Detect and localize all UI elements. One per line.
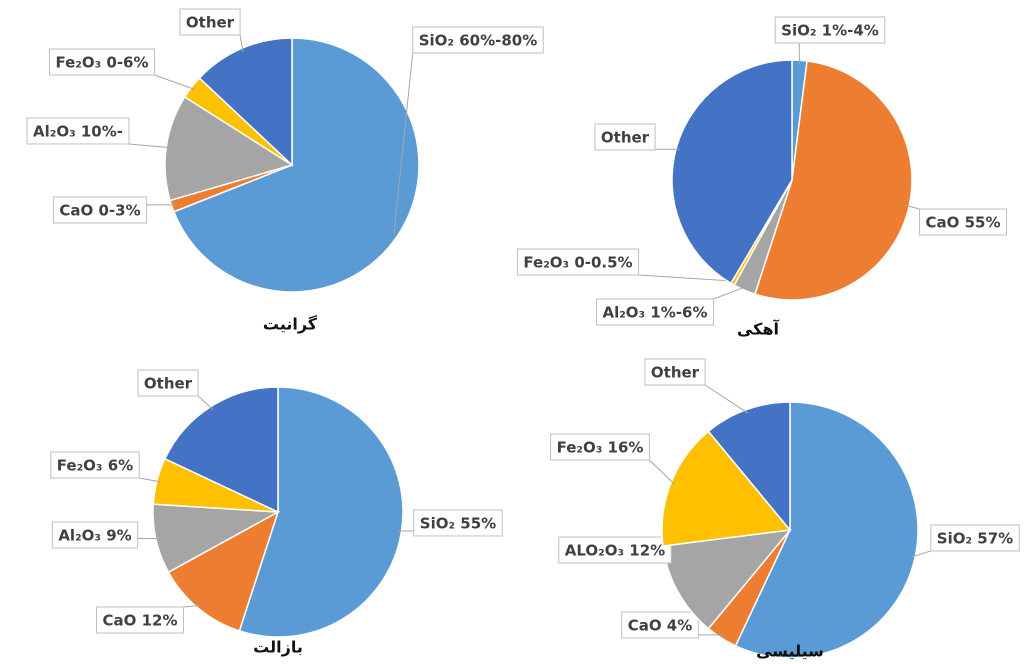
data-label: CaO 12% xyxy=(102,612,177,630)
label-box xyxy=(179,8,241,36)
leader-line xyxy=(649,459,675,485)
leader-line xyxy=(139,477,161,483)
label-box xyxy=(26,117,130,145)
data-label: CaO 0-3% xyxy=(59,202,140,220)
data-label: Fe₂O₃ 0-6% xyxy=(55,54,148,72)
label-box xyxy=(594,123,656,151)
label-box xyxy=(550,433,650,461)
pie-slice xyxy=(172,37,420,293)
data-label: Other xyxy=(186,14,235,32)
chart-title: بازالت xyxy=(253,638,303,657)
label-box xyxy=(48,48,156,76)
pie-slice xyxy=(167,510,280,632)
label-box xyxy=(558,536,672,564)
label-box xyxy=(52,196,148,224)
pie-slice xyxy=(198,37,293,167)
leader-line xyxy=(239,34,244,53)
leader-line xyxy=(905,204,920,210)
data-label: SiO₂ 57% xyxy=(937,530,1013,548)
leader-line xyxy=(704,384,749,414)
pie-slice xyxy=(707,401,791,533)
pie-slice xyxy=(734,401,919,659)
leader-line xyxy=(128,143,171,149)
chart-title: سیلیسی xyxy=(756,642,824,661)
label-box xyxy=(621,611,699,639)
label-box xyxy=(930,524,1020,552)
label-box xyxy=(412,26,544,54)
data-label: Fe₂O₃ 16% xyxy=(557,439,644,457)
data-label: Other xyxy=(601,129,650,147)
data-label: Fe₂O₃ 0-0.5% xyxy=(523,254,632,272)
pie-slice xyxy=(661,430,792,547)
chart-title: گرانیت xyxy=(263,315,318,334)
label-box xyxy=(50,451,140,479)
data-label: Fe₂O₃ 6% xyxy=(57,457,133,475)
leader-line xyxy=(197,395,214,410)
pie-slice xyxy=(163,386,279,514)
leader-line xyxy=(713,286,746,300)
leader-line xyxy=(393,52,414,235)
label-box xyxy=(595,298,715,326)
data-label: SiO₂ 1%-4% xyxy=(781,22,879,40)
leader-line xyxy=(638,274,735,282)
data-label: SiO₂ 55% xyxy=(420,515,496,533)
pie-slice xyxy=(671,59,793,285)
label-box xyxy=(516,248,640,276)
label-box xyxy=(918,208,1008,236)
label-box xyxy=(95,606,185,634)
label-box xyxy=(413,509,503,537)
data-label: Other xyxy=(144,375,193,393)
data-label: Al₂O₃ 1%-6% xyxy=(602,304,707,322)
data-label: ALO₂O₃ 12% xyxy=(565,542,665,560)
label-box xyxy=(51,521,139,549)
data-label: Other xyxy=(651,364,700,382)
data-label: CaO 4% xyxy=(628,617,693,635)
data-label: SiO₂ 60%-80% xyxy=(419,32,538,50)
label-box xyxy=(774,16,886,44)
leader-line xyxy=(154,74,195,90)
label-box xyxy=(137,369,199,397)
leader-line xyxy=(183,604,201,608)
data-label: Al₂O₃ 10%- xyxy=(33,123,123,141)
label-box xyxy=(644,358,706,386)
leader-line xyxy=(670,562,682,590)
chart-title: آهکی xyxy=(737,319,780,339)
pie-slice xyxy=(238,386,404,638)
data-label: CaO 55% xyxy=(925,214,1000,232)
data-label: Al₂O₃ 9% xyxy=(58,527,131,545)
leader-line xyxy=(911,550,931,558)
